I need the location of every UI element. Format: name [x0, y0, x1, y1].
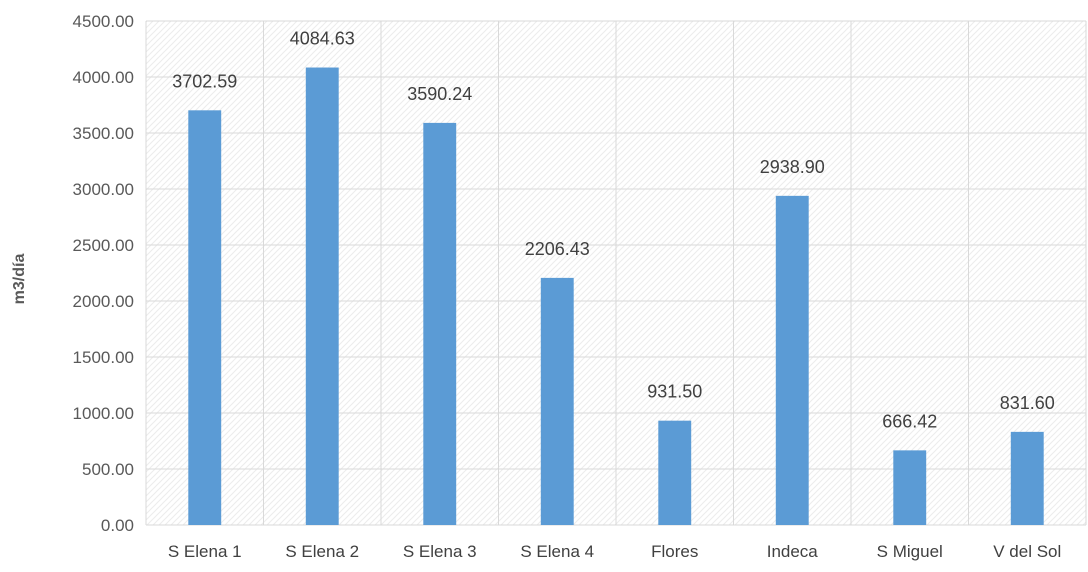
- bar: [423, 122, 457, 525]
- x-tick-label: S Elena 4: [520, 542, 594, 561]
- data-labels: 3702.59 4084.63 3590.24 2206.43 931.50 2938.9…: [172, 29, 1055, 432]
- bar: [188, 110, 222, 525]
- x-tick-label: S Elena 3: [403, 542, 477, 561]
- data-label: 3702.59: [172, 71, 237, 91]
- bar: [775, 195, 809, 525]
- y-axis: 0.00 500.00 1000.00 1500.00 2000.00 2500.00 30…: [73, 12, 134, 535]
- x-tick-label: S Miguel: [877, 542, 943, 561]
- bar: [305, 67, 339, 526]
- bar: [1010, 431, 1044, 525]
- y-tick-label: 4000.00: [73, 68, 134, 87]
- bar: [893, 450, 927, 525]
- y-tick-label: 1000.00: [73, 404, 134, 423]
- data-label: 4084.63: [290, 29, 355, 49]
- data-label: 3590.24: [407, 84, 472, 104]
- y-tick-label: 4500.00: [73, 12, 134, 31]
- data-label: 666.42: [882, 411, 937, 431]
- y-axis-title: m3/día: [11, 254, 28, 305]
- y-tick-label: 1500.00: [73, 348, 134, 367]
- x-tick-label: Indeca: [767, 542, 819, 561]
- y-tick-label: 500.00: [82, 460, 134, 479]
- y-tick-label: 2000.00: [73, 292, 134, 311]
- x-tick-label: S Elena 1: [168, 542, 242, 561]
- x-axis: S Elena 1 S Elena 2 S Elena 3 S Elena 4 Flor…: [168, 542, 1061, 561]
- bar-series: [188, 67, 1044, 526]
- x-tick-label: Flores: [651, 542, 698, 561]
- bar: [540, 277, 574, 525]
- y-tick-label: 3000.00: [73, 180, 134, 199]
- x-tick-label: V del Sol: [993, 542, 1061, 561]
- data-label: 2206.43: [525, 239, 590, 259]
- grid: [145, 20, 1087, 526]
- data-label: 2938.90: [760, 157, 825, 177]
- y-tick-label: 0.00: [101, 516, 134, 535]
- bar: [658, 420, 692, 525]
- y-tick-label: 2500.00: [73, 236, 134, 255]
- data-label: 931.50: [647, 382, 702, 402]
- y-tick-label: 3500.00: [73, 124, 134, 143]
- x-tick-label: S Elena 2: [285, 542, 359, 561]
- data-label: 831.60: [1000, 393, 1055, 413]
